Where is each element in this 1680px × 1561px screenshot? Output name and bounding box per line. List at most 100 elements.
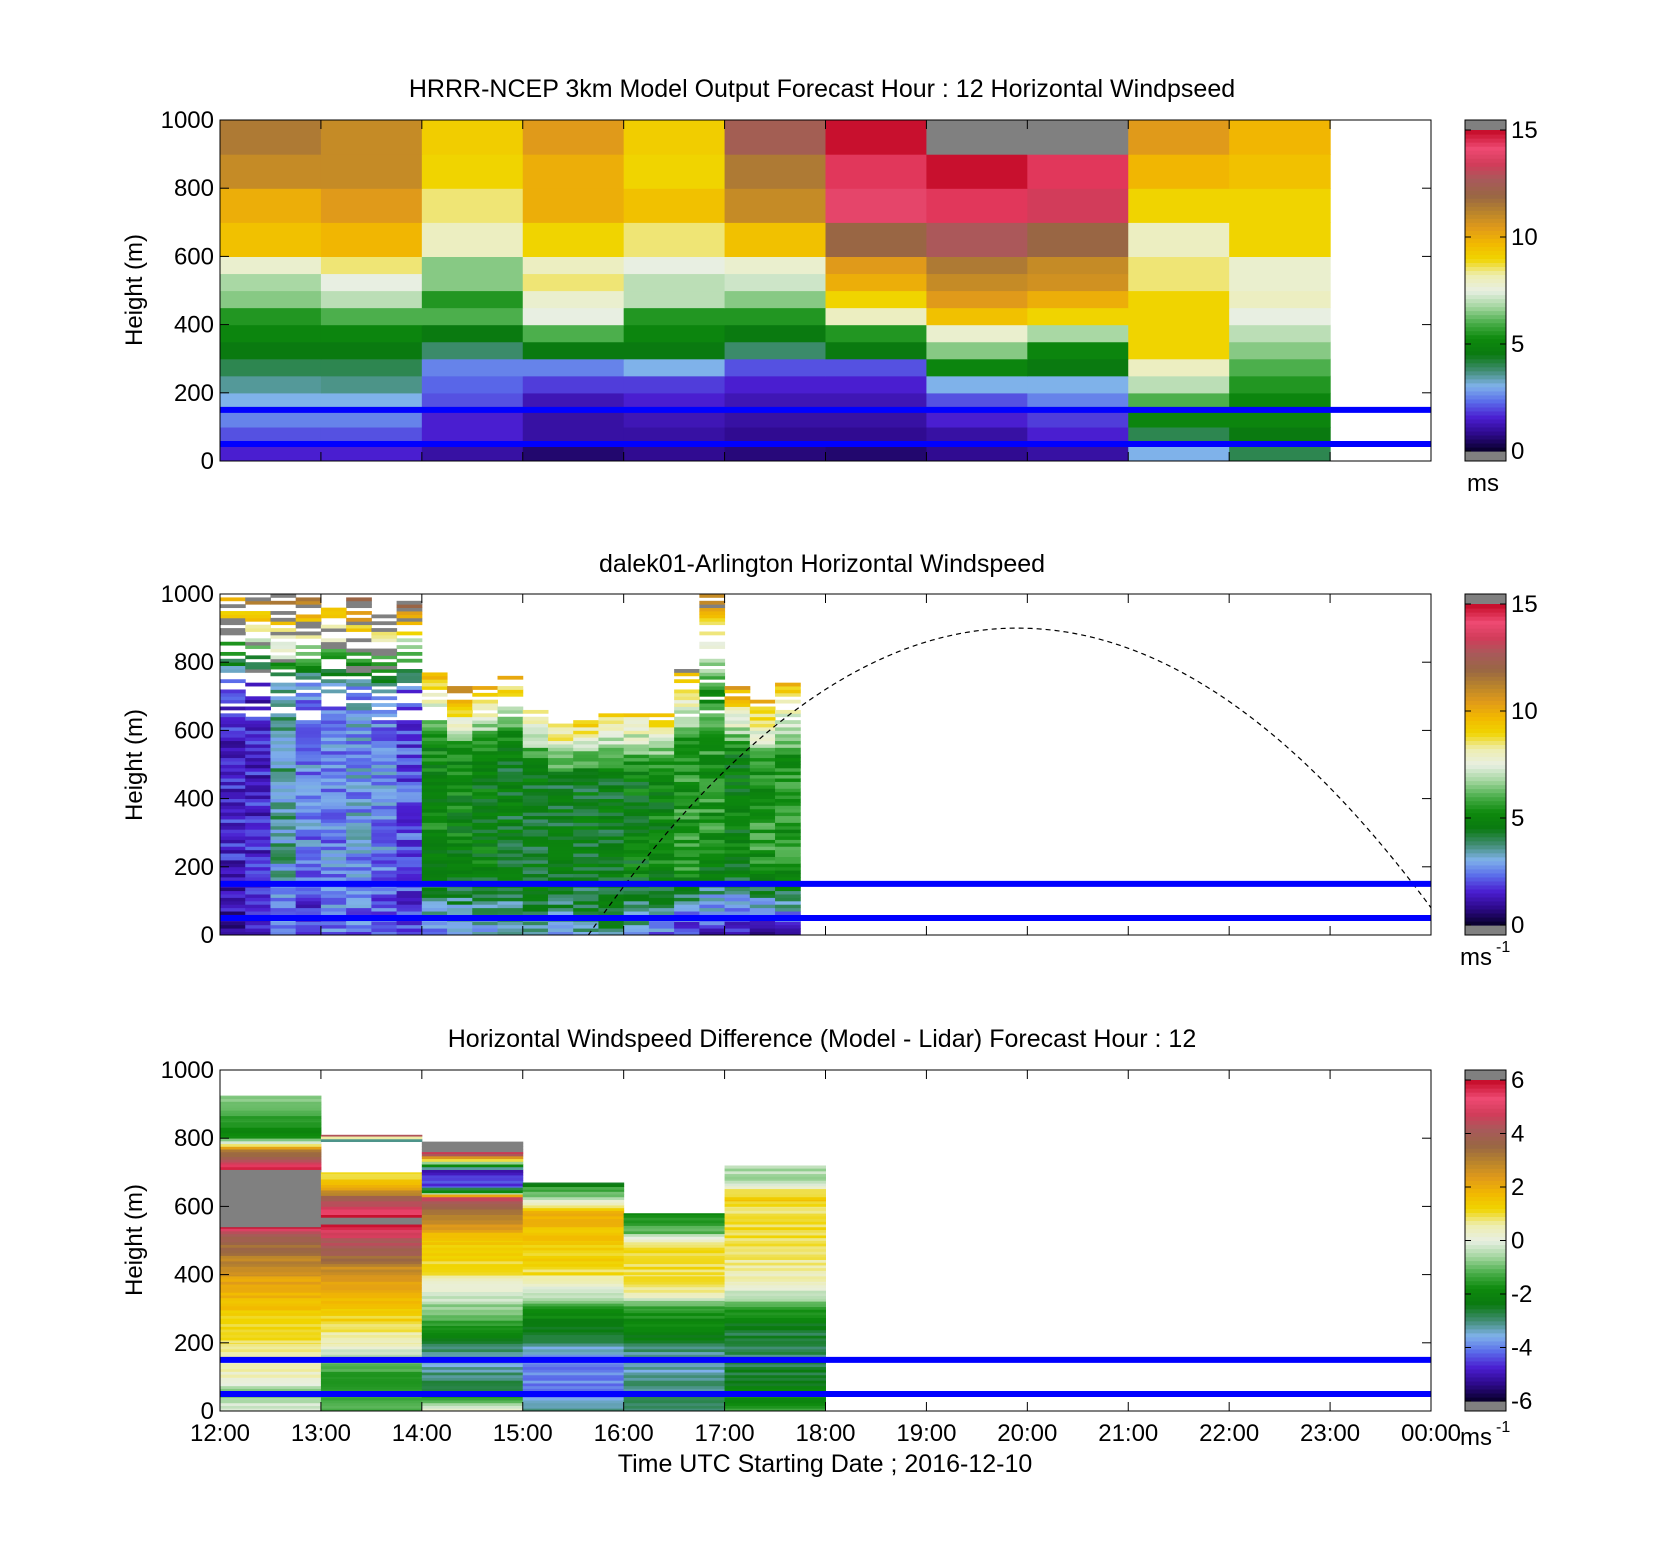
lidar-cell (270, 594, 297, 598)
lidar-cell (573, 750, 599, 755)
lidar-cell (270, 904, 297, 909)
lidar-cell (245, 839, 271, 844)
lidar-cell (775, 904, 801, 909)
lidar-cell (245, 757, 271, 762)
difference-cell (421, 1258, 524, 1262)
lidar-cell (573, 897, 599, 902)
difference-cell (220, 1351, 322, 1355)
model-cell (724, 324, 827, 343)
lidar-cell (371, 682, 398, 687)
lidar-cell (320, 679, 347, 684)
difference-cell (522, 1275, 625, 1279)
lidar-cell (396, 832, 423, 837)
lidar-cell (295, 740, 322, 745)
lidar-cell (573, 921, 599, 926)
lidar-cell (396, 805, 423, 810)
lidar-cell (724, 904, 751, 909)
lidar-cell (295, 754, 322, 759)
lidar-cell (295, 675, 322, 680)
difference-cell (623, 1281, 726, 1285)
difference-cell (320, 1318, 423, 1322)
lidar-cell (320, 733, 347, 738)
difference-cell (522, 1291, 625, 1293)
difference-cell (421, 1329, 524, 1333)
model-cell (1128, 341, 1230, 360)
lidar-cell (497, 815, 524, 820)
lidar-cell (396, 621, 423, 626)
colorbar-swatch (1465, 1304, 1506, 1310)
lidar-cell (775, 866, 801, 871)
colorbar-swatch (1465, 664, 1506, 669)
difference-cell (320, 1315, 423, 1319)
lidar-cell (245, 726, 271, 731)
lidar-cell (270, 849, 297, 854)
lidar-cell (497, 866, 524, 871)
difference-cell (522, 1334, 625, 1338)
difference-cell (522, 1374, 625, 1378)
lidar-cell (775, 730, 801, 735)
lidar-cell (699, 726, 726, 731)
lidar-cell (547, 829, 574, 834)
difference-cell (522, 1286, 625, 1290)
colorbar-swatch (1465, 1160, 1506, 1165)
lidar-cell (447, 771, 473, 776)
difference-cell (724, 1397, 826, 1401)
difference-cell (320, 1348, 423, 1353)
lidar-cell (472, 686, 499, 690)
lidar-cell (724, 730, 751, 735)
lidar-cell (396, 849, 423, 854)
model-cell (623, 341, 726, 360)
lidar-cell (220, 781, 246, 786)
lidar-cell (295, 873, 322, 878)
lidar-cell (699, 904, 726, 909)
difference-cell (421, 1374, 524, 1378)
lidar-cell (396, 836, 423, 840)
lidar-cell (371, 825, 398, 830)
difference-cell (220, 1121, 322, 1125)
lidar-cell (497, 757, 524, 762)
difference-cell (220, 1143, 322, 1147)
lidar-cell (295, 665, 322, 670)
lidar-cell (547, 805, 574, 810)
lidar-cell (320, 774, 347, 779)
difference-cell (320, 1138, 423, 1143)
lidar-cell (421, 815, 448, 820)
lidar-cell (699, 795, 726, 799)
lidar-cell (547, 791, 574, 796)
model-cell (522, 188, 625, 223)
lidar-cell (497, 730, 524, 735)
lidar-cell (598, 890, 625, 895)
lidar-cell (472, 812, 499, 817)
lidar-cell (623, 795, 650, 799)
lidar-cell (447, 798, 473, 803)
lidar-cell (447, 931, 473, 935)
lidar-cell (522, 737, 549, 742)
lidar-cell (295, 744, 322, 748)
lidar-cell (447, 842, 473, 847)
lidar-cell (497, 873, 524, 878)
colorbar-swatch (1465, 680, 1506, 685)
lidar-cell (648, 853, 675, 857)
difference-cell (220, 1363, 322, 1367)
lidar-cell (396, 829, 423, 834)
difference-cell (724, 1168, 826, 1172)
lidar-cell (749, 924, 776, 929)
colorbar-swatch (1465, 1216, 1506, 1222)
difference-cell (522, 1213, 625, 1217)
difference-cell (421, 1278, 524, 1282)
colorbar-swatch (1465, 1176, 1506, 1181)
difference-cell (220, 1400, 322, 1404)
difference-cell (623, 1369, 726, 1373)
lidar-cell (270, 767, 297, 772)
difference-cell (220, 1326, 322, 1330)
model-cell (421, 273, 524, 292)
lidar-cell (320, 607, 347, 612)
difference-cell (623, 1323, 726, 1327)
lidar-cell (245, 645, 271, 649)
lidar-cell (522, 924, 549, 929)
lidar-cell (346, 808, 372, 813)
difference-cell (522, 1218, 625, 1222)
lidar-cell (270, 628, 297, 632)
lidar-cell (447, 713, 473, 718)
lidar-cell (497, 863, 524, 868)
